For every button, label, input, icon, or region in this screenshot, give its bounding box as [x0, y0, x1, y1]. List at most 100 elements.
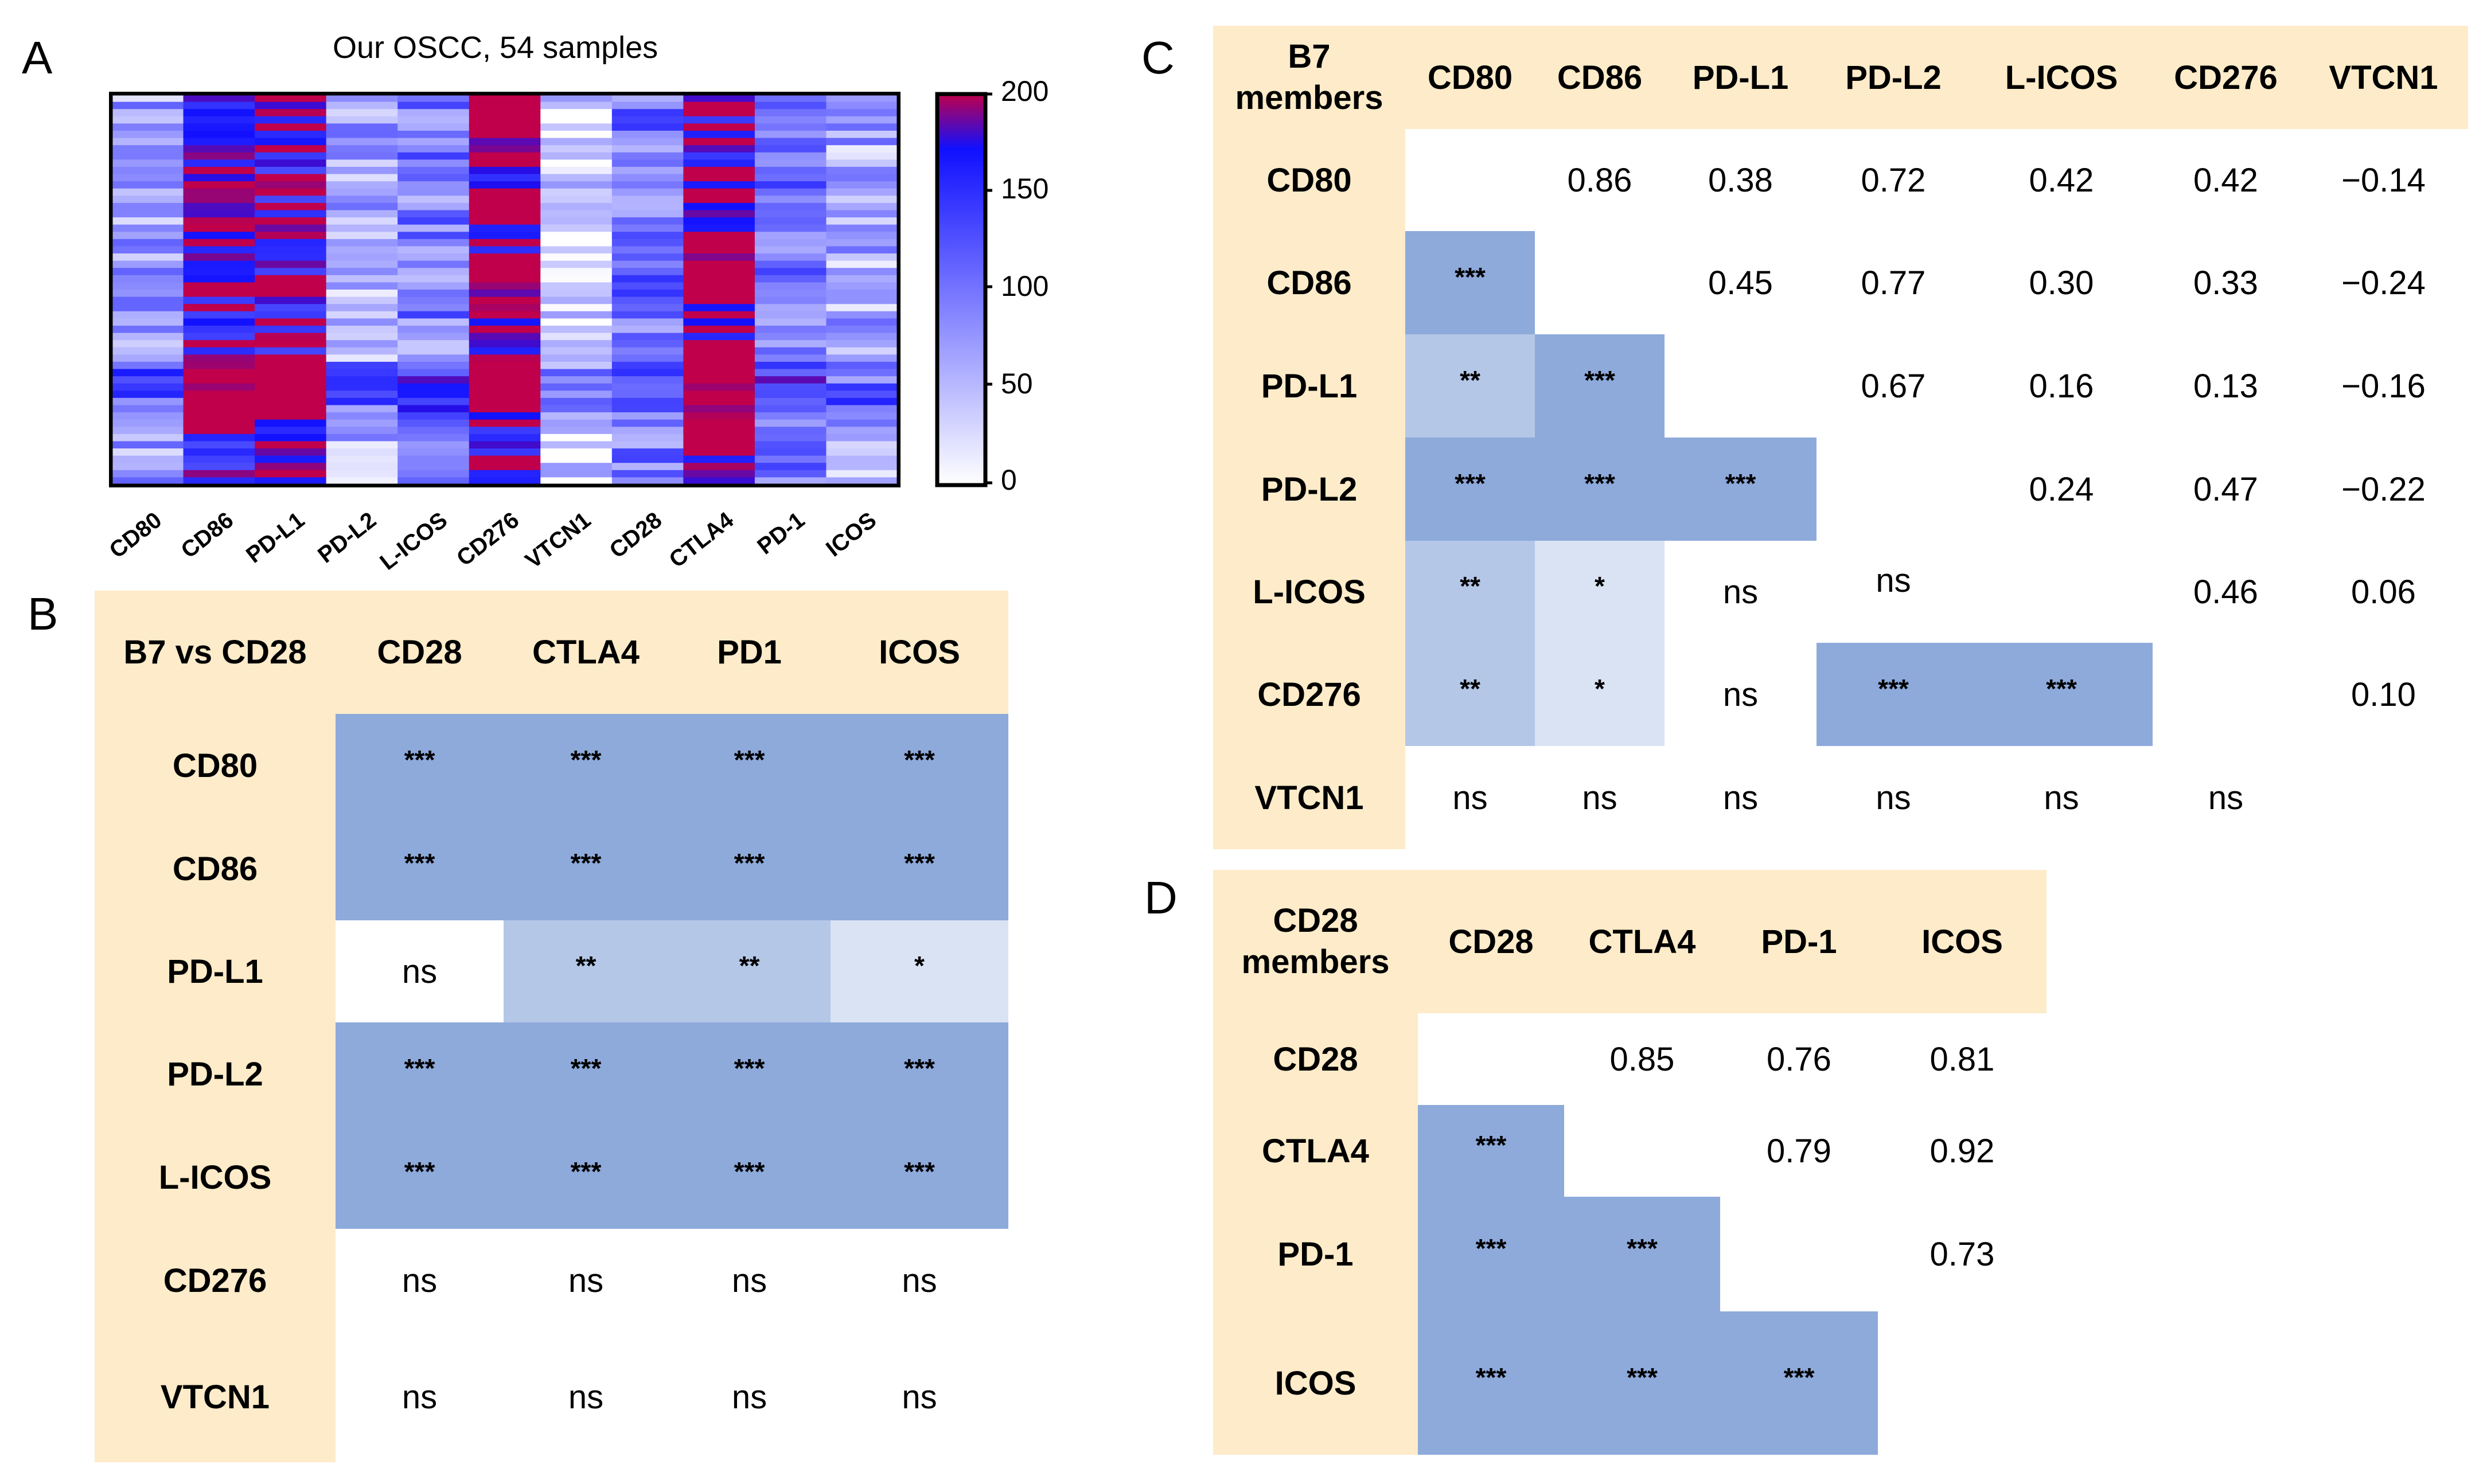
heatmap-cell — [683, 397, 755, 405]
heatmap-cell — [611, 138, 684, 146]
heatmap-cell — [112, 210, 184, 218]
heatmap-cell — [683, 181, 755, 189]
heatmap-cell — [183, 383, 255, 391]
heatmap-cell — [112, 304, 184, 312]
heatmap-cell — [611, 239, 684, 247]
table-cell: *** — [831, 714, 1008, 817]
heatmap-cell — [683, 361, 755, 370]
heatmap-cell — [183, 109, 255, 117]
heatmap-cell — [469, 224, 541, 232]
heatmap-cell — [826, 477, 898, 485]
heatmap-cell — [469, 318, 541, 326]
heatmap-cell — [397, 369, 470, 377]
heatmap-cell — [611, 412, 684, 420]
heatmap-cell — [112, 268, 184, 276]
heatmap-cell — [540, 470, 613, 478]
heatmap-cell — [255, 376, 327, 384]
heatmap-cell — [540, 369, 613, 377]
heatmap-cell — [326, 397, 398, 405]
heatmap-cell — [683, 159, 755, 167]
heatmap-cell — [611, 188, 684, 196]
heatmap-cell — [112, 318, 184, 326]
heatmap-cell — [683, 427, 755, 435]
heatmap-cell — [754, 224, 827, 232]
heatmap-cell — [754, 333, 827, 341]
heatmap-cell — [183, 427, 255, 435]
heatmap-cell — [183, 275, 255, 283]
heatmap-cell — [112, 325, 184, 334]
heatmap-cell — [326, 196, 398, 204]
heatmap-cell — [683, 174, 755, 182]
table-corner-label: B7 vs CD28 — [95, 591, 336, 714]
heatmap-cell — [183, 296, 255, 304]
heatmap-cell — [826, 427, 898, 435]
heatmap-cell — [183, 116, 255, 124]
heatmap-cell — [754, 260, 827, 268]
heatmap-cell — [255, 427, 327, 435]
heatmap-cell — [255, 109, 327, 117]
heatmap-cell — [540, 390, 613, 399]
heatmap-cell — [326, 130, 398, 139]
heatmap-cell — [183, 188, 255, 196]
heatmap-cell — [754, 463, 827, 471]
heatmap-cell — [326, 109, 398, 117]
table-row: PD-L2 *** *** *** 0.24 0.47 −0.22 — [1213, 438, 2468, 541]
heatmap-cell — [255, 361, 327, 370]
heatmap-cell — [397, 181, 470, 189]
heatmap-cell — [469, 196, 541, 204]
heatmap-cell — [683, 390, 755, 399]
heatmap-cell — [469, 188, 541, 196]
heatmap-cell — [469, 325, 541, 334]
heatmap-cell — [611, 463, 684, 471]
heatmap-cell — [183, 159, 255, 167]
heatmap-cell — [183, 268, 255, 276]
heatmap-cell — [326, 325, 398, 334]
heatmap-cell — [754, 369, 827, 377]
table-cell: ns — [1582, 779, 1617, 817]
table-cell: ns — [1722, 779, 1759, 817]
table-cell: 0.47 — [2193, 470, 2258, 508]
heatmap-cell — [112, 361, 184, 370]
heatmap-cell — [112, 290, 184, 298]
heatmap-cell — [611, 290, 684, 298]
column-header: PD-L2 — [1817, 26, 1970, 129]
heatmap-cell — [683, 340, 755, 348]
heatmap-border — [109, 92, 901, 487]
heatmap-cell — [826, 282, 898, 290]
table-cell: 0.46 — [2193, 573, 2258, 611]
heatmap-cell — [540, 95, 613, 103]
heatmap-cell — [754, 383, 827, 391]
row-header: CD276 — [1213, 643, 1405, 746]
heatmap-cell — [540, 138, 613, 146]
table-cell: ns — [1722, 573, 1759, 611]
heatmap-cell — [255, 196, 327, 204]
heatmap-cell — [683, 260, 755, 268]
table-row: PD-L1 ns ** ** * — [95, 920, 1008, 1022]
heatmap-cell — [183, 130, 255, 139]
table-cell — [1405, 129, 1535, 231]
heatmap-cell — [826, 166, 898, 175]
heatmap-cell — [112, 181, 184, 189]
heatmap-cell — [540, 296, 613, 304]
heatmap-cell — [540, 405, 613, 413]
heatmap-cell — [611, 369, 684, 377]
heatmap-cell — [826, 188, 898, 196]
heatmap-cell — [611, 441, 684, 449]
heatmap-cell — [469, 166, 541, 175]
heatmap-cell — [397, 412, 470, 420]
heatmap-cell — [754, 427, 827, 435]
table-row: ICOS *** *** *** — [1213, 1311, 2047, 1455]
heatmap-cell — [469, 232, 541, 240]
heatmap-cell — [683, 463, 755, 471]
heatmap-cell — [826, 383, 898, 391]
table-cell: 0.85 — [1609, 1040, 1675, 1078]
heatmap-cell — [611, 166, 684, 175]
table-cell: 0.30 — [2029, 264, 2094, 302]
table-cell: * — [1535, 643, 1665, 746]
heatmap-cell — [255, 318, 327, 326]
heatmap-cell — [754, 397, 827, 405]
heatmap-cell — [540, 397, 613, 405]
heatmap-cell — [683, 304, 755, 312]
heatmap-cell — [255, 138, 327, 146]
table-cell — [1970, 541, 2153, 643]
